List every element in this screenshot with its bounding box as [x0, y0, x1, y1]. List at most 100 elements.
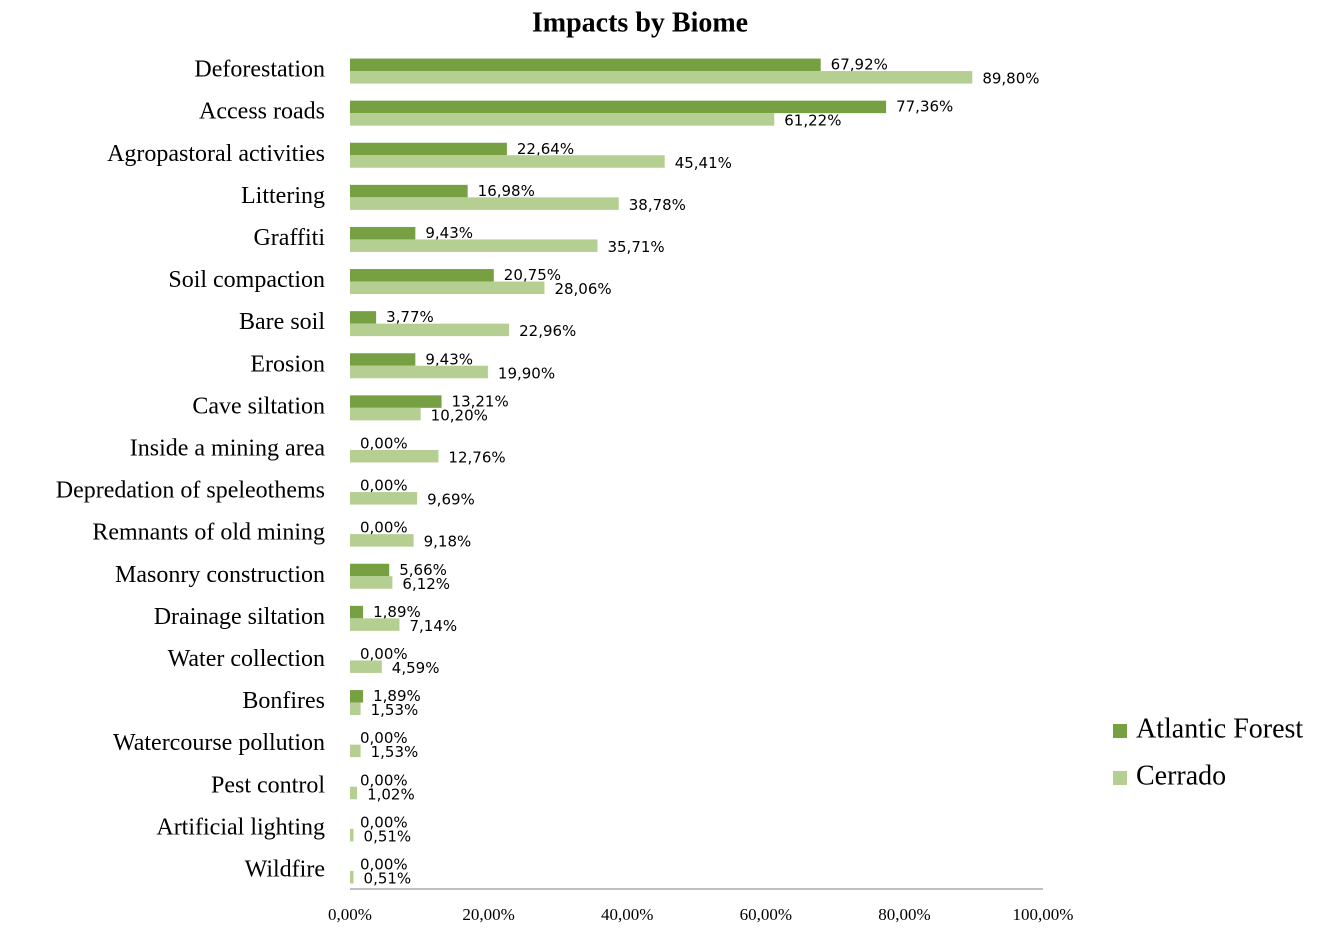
data-label: 10,20% [431, 406, 488, 424]
bar [350, 353, 416, 366]
data-label: 5,66% [399, 561, 447, 579]
data-label: 0,51% [364, 827, 412, 845]
data-label: 89,80% [982, 70, 1039, 88]
data-label: 1,89% [373, 687, 421, 705]
y-tick-label: Remnants of old mining [92, 520, 325, 546]
bar [350, 563, 390, 577]
bar [350, 690, 364, 703]
data-label: 0,00% [360, 729, 408, 747]
data-label: 20,75% [504, 266, 561, 284]
x-tick-label: 40,00% [601, 905, 653, 924]
y-tick-label: Drainage siltation [154, 604, 325, 630]
data-label: 35,71% [607, 238, 664, 256]
data-label: 0,00% [360, 477, 408, 495]
bar [350, 492, 418, 505]
data-label: 0,00% [360, 434, 408, 452]
data-label: 9,43% [425, 350, 473, 368]
x-tick-label: 80,00% [878, 905, 930, 924]
data-label: 9,69% [427, 491, 475, 509]
data-label: 0,00% [360, 645, 408, 663]
bar [350, 660, 382, 673]
legend-swatch [1113, 724, 1127, 738]
bar [350, 744, 361, 758]
data-label: 61,22% [784, 112, 841, 130]
data-label: 0,51% [364, 869, 412, 887]
bar [350, 870, 354, 884]
y-tick-label: Deforestation [194, 57, 325, 83]
bar [350, 58, 821, 72]
bar [350, 605, 364, 619]
y-tick-label: Artificial lighting [156, 814, 325, 840]
y-tick-label: Bare soil [239, 309, 325, 335]
y-tick-label: Access roads [199, 99, 325, 125]
bar [350, 449, 439, 463]
data-label: 6,12% [402, 575, 450, 593]
y-tick-label: Depredation of speleothems [56, 478, 325, 504]
legend-swatch [1113, 771, 1127, 785]
data-label: 19,90% [498, 364, 555, 382]
y-tick-label: Masonry construction [115, 562, 325, 588]
data-label: 28,06% [554, 280, 611, 298]
data-label: 3,77% [386, 308, 434, 326]
bar [350, 281, 545, 295]
bar [350, 226, 416, 240]
bar [350, 576, 393, 589]
data-label: 0,00% [360, 855, 408, 873]
bar [350, 407, 421, 421]
bar [350, 534, 414, 547]
data-label: 1,89% [373, 603, 421, 621]
data-label: 45,41% [675, 154, 732, 172]
bar [350, 142, 507, 156]
bar [350, 311, 377, 324]
bar [350, 184, 468, 198]
y-tick-label: Bonfires [242, 688, 325, 714]
bar [350, 71, 973, 84]
data-label: 38,78% [629, 196, 686, 214]
data-label: 4,59% [392, 659, 440, 677]
data-label: 9,18% [424, 533, 472, 551]
bar [350, 100, 887, 114]
data-label: 1,02% [367, 785, 415, 803]
y-tick-label: Pest control [211, 772, 325, 798]
bar [350, 269, 494, 282]
bar [350, 365, 488, 379]
x-tick-label: 0,00% [328, 905, 372, 924]
chart-title: Impacts by Biome [532, 7, 748, 38]
bar [350, 113, 775, 126]
data-label: 12,76% [448, 448, 505, 466]
data-label: 1,53% [371, 701, 419, 719]
bar [350, 702, 361, 716]
data-label: 22,96% [519, 322, 576, 340]
data-label: 7,14% [409, 617, 457, 635]
data-label: 77,36% [896, 98, 953, 116]
y-tick-label: Erosion [250, 351, 325, 377]
bar [350, 197, 619, 210]
data-label: 0,00% [360, 813, 408, 831]
y-tick-label: Watercourse pollution [113, 730, 325, 756]
data-label: 16,98% [478, 182, 535, 200]
x-tick-label: 20,00% [462, 905, 514, 924]
data-label: 0,00% [360, 519, 408, 537]
bar [350, 828, 354, 842]
y-tick-label: Wildfire [245, 856, 325, 882]
y-tick-label: Graffiti [253, 225, 325, 251]
legend-label: Cerrado [1136, 760, 1226, 791]
bar [350, 618, 400, 631]
y-tick-label: Cave siltation [192, 393, 325, 419]
data-label: 9,43% [425, 224, 473, 242]
x-tick-label: 100,00% [1013, 905, 1074, 924]
data-label: 0,00% [360, 771, 408, 789]
y-tick-label: Littering [241, 183, 325, 209]
legend-label: Atlantic Forest [1136, 713, 1303, 744]
y-tick-label: Agropastoral activities [107, 141, 325, 167]
bar [350, 239, 598, 252]
data-label: 13,21% [452, 392, 509, 410]
bar [350, 786, 358, 800]
bar [350, 155, 665, 168]
bar [350, 395, 442, 408]
data-label: 1,53% [371, 743, 419, 761]
y-tick-label: Inside a mining area [130, 435, 326, 461]
data-label: 22,64% [517, 140, 574, 158]
bar [350, 323, 510, 337]
